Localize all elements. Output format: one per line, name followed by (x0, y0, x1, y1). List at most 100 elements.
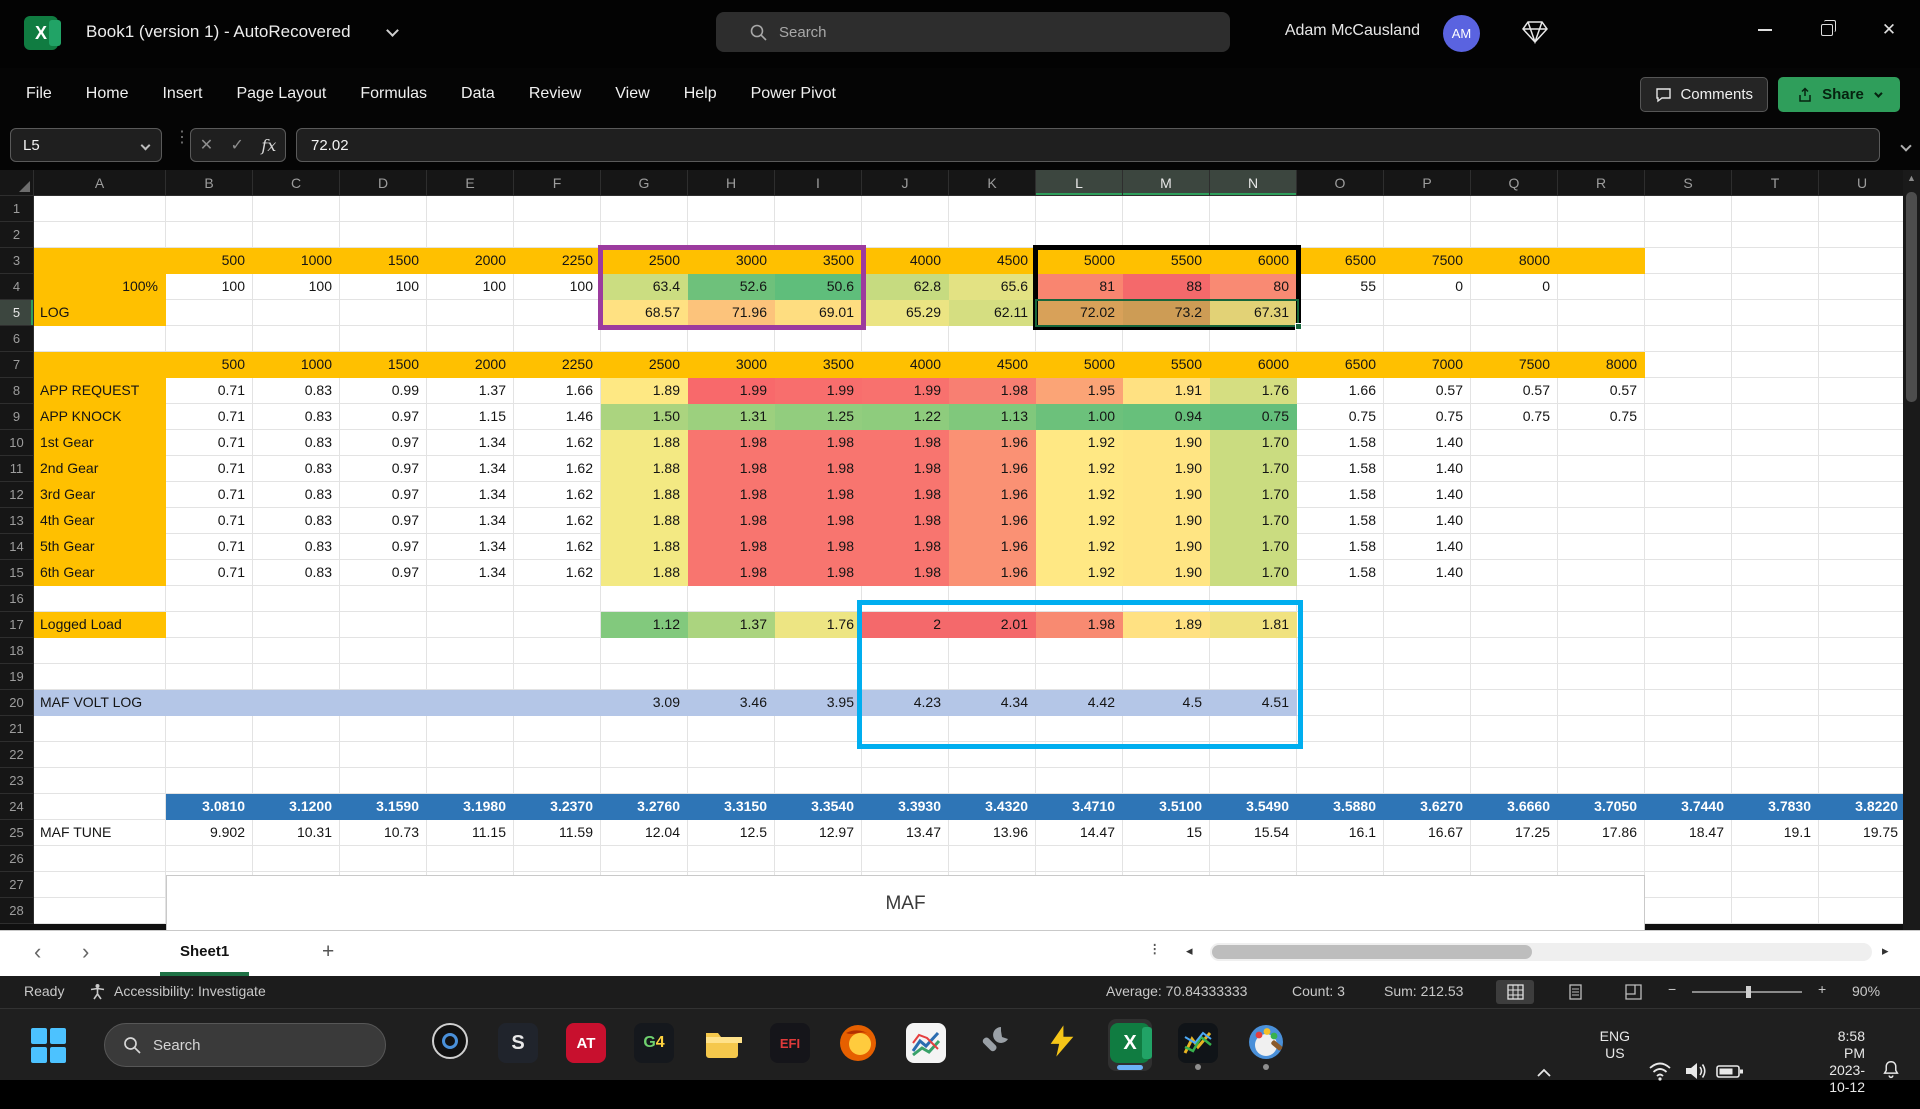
row-header-24[interactable]: 24 (0, 794, 34, 820)
cell-E28[interactable] (427, 898, 514, 924)
cell-Q17[interactable] (1471, 612, 1558, 638)
cell-G7[interactable]: 2500 (601, 352, 688, 378)
cell-S2[interactable] (1645, 222, 1732, 248)
cell-E22[interactable] (427, 742, 514, 768)
cell-M20[interactable]: 4.5 (1123, 690, 1210, 716)
hscroll-left-icon[interactable]: ◂ (1186, 943, 1193, 959)
cell-K26[interactable] (949, 846, 1036, 872)
cell-H5[interactable]: 71.96 (688, 300, 775, 326)
cell-J1[interactable] (862, 196, 949, 222)
cell-Q25[interactable]: 17.25 (1471, 820, 1558, 846)
cell-G18[interactable] (601, 638, 688, 664)
cell-A15[interactable]: 6th Gear (34, 560, 166, 586)
cell-D10[interactable]: 0.97 (340, 430, 427, 456)
cell-N1[interactable] (1210, 196, 1297, 222)
paint-icon[interactable] (1244, 1019, 1288, 1071)
cell-O24[interactable]: 3.5880 (1297, 794, 1384, 820)
row-header-7[interactable]: 7 (0, 352, 34, 378)
at-app-icon[interactable]: AT (564, 1019, 608, 1071)
cell-H8[interactable]: 1.99 (688, 378, 775, 404)
cell-I27[interactable] (775, 872, 862, 898)
cell-L20[interactable]: 4.42 (1036, 690, 1123, 716)
cell-F6[interactable] (514, 326, 601, 352)
cell-L15[interactable]: 1.92 (1036, 560, 1123, 586)
cell-P2[interactable] (1384, 222, 1471, 248)
name-box-chevron-icon[interactable] (141, 140, 151, 150)
row-header-14[interactable]: 14 (0, 534, 34, 560)
cell-M5[interactable]: 73.2 (1123, 300, 1210, 326)
cell-D17[interactable] (340, 612, 427, 638)
cell-K10[interactable]: 1.96 (949, 430, 1036, 456)
cell-H20[interactable]: 3.46 (688, 690, 775, 716)
wifi-icon[interactable] (1648, 1035, 1672, 1107)
cell-U6[interactable] (1819, 326, 1906, 352)
cell-C22[interactable] (253, 742, 340, 768)
cell-L17[interactable]: 1.98 (1036, 612, 1123, 638)
cell-I9[interactable]: 1.25 (775, 404, 862, 430)
cell-C17[interactable] (253, 612, 340, 638)
cell-S6[interactable] (1645, 326, 1732, 352)
cell-O6[interactable] (1297, 326, 1384, 352)
row-header-6[interactable]: 6 (0, 326, 34, 352)
cell-C5[interactable] (253, 300, 340, 326)
cell-B12[interactable]: 0.71 (166, 482, 253, 508)
cell-O16[interactable] (1297, 586, 1384, 612)
cell-J17[interactable]: 2 (862, 612, 949, 638)
column-header-Q[interactable]: Q (1471, 170, 1558, 196)
chart-app-icon[interactable] (904, 1019, 948, 1071)
cell-H26[interactable] (688, 846, 775, 872)
cell-B19[interactable] (166, 664, 253, 690)
cell-K24[interactable]: 3.4320 (949, 794, 1036, 820)
cell-A20[interactable]: MAF VOLT LOG (34, 690, 166, 716)
cell-D3[interactable]: 1500 (340, 248, 427, 274)
clock[interactable]: 8:58 PM2023-10-12 (1829, 1028, 1865, 1100)
cell-G5[interactable]: 68.57 (601, 300, 688, 326)
cell-M24[interactable]: 3.5100 (1123, 794, 1210, 820)
cell-J27[interactable] (862, 872, 949, 898)
cell-I24[interactable]: 3.3540 (775, 794, 862, 820)
cell-T27[interactable] (1732, 872, 1819, 898)
cell-D28[interactable] (340, 898, 427, 924)
cell-K5[interactable]: 62.11 (949, 300, 1036, 326)
cell-K20[interactable]: 4.34 (949, 690, 1036, 716)
row-header-28[interactable]: 28 (0, 898, 34, 924)
cell-D11[interactable]: 0.97 (340, 456, 427, 482)
menu-tab-help[interactable]: Help (684, 85, 717, 103)
cell-O4[interactable]: 55 (1297, 274, 1384, 300)
cell-R13[interactable] (1558, 508, 1645, 534)
cell-R21[interactable] (1558, 716, 1645, 742)
zoom-in-button[interactable]: + (1818, 981, 1826, 997)
cell-F13[interactable]: 1.62 (514, 508, 601, 534)
cell-E10[interactable]: 1.34 (427, 430, 514, 456)
cell-M17[interactable]: 1.89 (1123, 612, 1210, 638)
cell-H24[interactable]: 3.3150 (688, 794, 775, 820)
cell-J25[interactable]: 13.47 (862, 820, 949, 846)
cell-O7[interactable]: 6500 (1297, 352, 1384, 378)
cell-U27[interactable] (1819, 872, 1906, 898)
cell-U2[interactable] (1819, 222, 1906, 248)
cell-Q11[interactable] (1471, 456, 1558, 482)
cell-K8[interactable]: 1.98 (949, 378, 1036, 404)
cell-D23[interactable] (340, 768, 427, 794)
cell-A23[interactable] (34, 768, 166, 794)
avatar[interactable]: AM (1443, 15, 1480, 52)
cell-D21[interactable] (340, 716, 427, 742)
column-header-I[interactable]: I (775, 170, 862, 196)
cell-S18[interactable] (1645, 638, 1732, 664)
row-header-25[interactable]: 25 (0, 820, 34, 846)
column-header-P[interactable]: P (1384, 170, 1471, 196)
cell-B13[interactable]: 0.71 (166, 508, 253, 534)
cell-E1[interactable] (427, 196, 514, 222)
cell-D18[interactable] (340, 638, 427, 664)
excel-taskbar-icon[interactable]: X (1108, 1019, 1152, 1071)
cell-H11[interactable]: 1.98 (688, 456, 775, 482)
formula-input[interactable]: 72.02 (296, 128, 1880, 162)
cell-O3[interactable]: 6500 (1297, 248, 1384, 274)
cell-Q18[interactable] (1471, 638, 1558, 664)
row-header-13[interactable]: 13 (0, 508, 34, 534)
cell-U11[interactable] (1819, 456, 1906, 482)
cell-O27[interactable] (1297, 872, 1384, 898)
cell-N7[interactable]: 6000 (1210, 352, 1297, 378)
cell-T10[interactable] (1732, 430, 1819, 456)
confirm-entry-icon[interactable]: ✓ (231, 135, 244, 155)
